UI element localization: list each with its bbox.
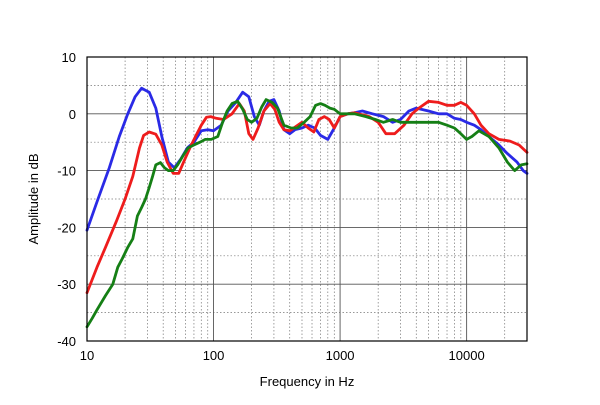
y-tick-label: -40 [57,334,76,349]
plot-frame [86,56,528,342]
series-line-2 [85,99,529,295]
series-group [85,86,529,329]
y-tick-label: -30 [57,277,76,292]
series-line-1 [85,86,529,232]
x-tick-label: 100 [203,348,225,363]
x-axis-title: Frequency in Hz [260,374,355,389]
x-tick-label: 10000 [449,348,485,363]
x-tick-label: 1000 [326,348,355,363]
y-tick-label: -10 [57,164,76,179]
y-tick-label: -20 [57,220,76,235]
grid [87,57,527,341]
y-tick-label: 0 [69,107,76,122]
x-tick-label: 10 [80,348,94,363]
y-axis-title: Amplitude in dB [26,153,41,244]
series-line-3 [85,98,529,329]
y-tick-label: 10 [62,50,76,65]
